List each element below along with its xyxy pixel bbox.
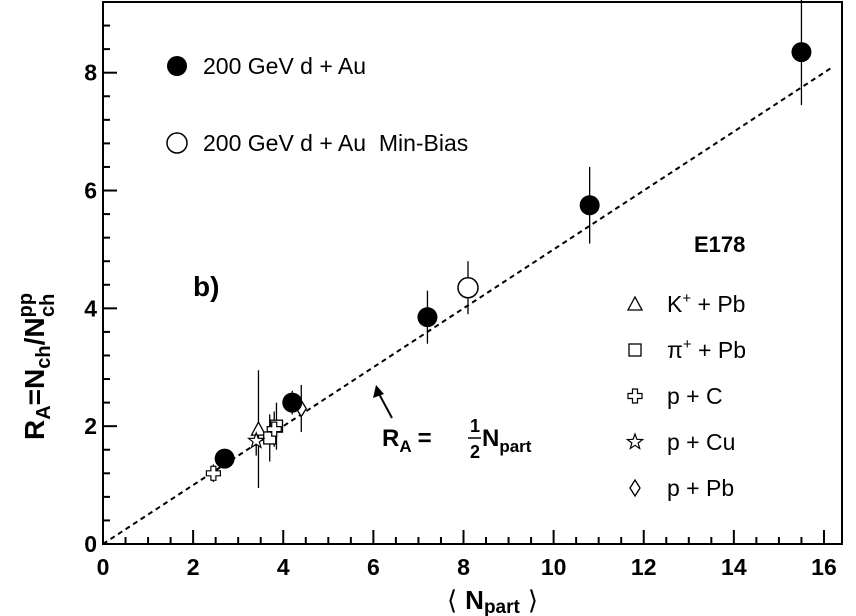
y-tick-label: 2: [84, 413, 97, 439]
legend-diamond-icon: [629, 478, 641, 498]
data-point-cross: [205, 465, 221, 481]
legend-label-base: π: [667, 337, 683, 363]
data-point-star: [246, 431, 266, 449]
data-point-filled-circle: [791, 42, 812, 63]
legend-label: π+ + Pb: [667, 336, 746, 363]
y-axis-label-ch-sub: ch: [33, 345, 55, 368]
legend-filled-circle-icon: [167, 56, 187, 76]
x-axis-label-open: ⟨: [447, 585, 457, 615]
data-point-cross: [266, 421, 282, 437]
legend-markers: [625, 295, 645, 498]
legend-label: p + Cu: [667, 429, 735, 455]
data-point-open-circle: [457, 276, 479, 299]
y-axis-label-r: R: [19, 420, 50, 440]
x-tick-label: 16: [811, 554, 837, 580]
legend-label-rest: + Pb: [691, 291, 745, 317]
x-tick-label: 0: [97, 554, 110, 580]
legend-label-base: K: [667, 291, 683, 317]
y-axis-label-slash: /N: [19, 317, 50, 345]
legend-label: 200 GeV d + Au Min-Bias: [203, 130, 468, 156]
x-tick-label: 4: [277, 554, 290, 580]
fit-label: RA = 1 2Npart: [382, 416, 532, 462]
legend-label-sup: +: [682, 290, 691, 307]
fit-label-r-sub: A: [399, 437, 411, 456]
fit-label-numerator: 1: [470, 416, 480, 436]
fit-annotation: RA = 1 2Npart: [373, 385, 532, 462]
fit-label-r: R: [382, 425, 399, 452]
data-marks: [205, 0, 812, 489]
y-axis-label-eq: =N: [19, 369, 50, 406]
legend-star-icon: [625, 432, 645, 450]
legend-label: p + Pb: [667, 475, 734, 501]
x-tick-label: 14: [721, 554, 747, 580]
data-point-filled-circle: [579, 195, 600, 216]
y-tick-label: 8: [84, 60, 97, 86]
y-axis-label-pp-sup: pp: [15, 293, 37, 317]
legend-label-sup: +: [683, 336, 692, 353]
y-tick-label: 6: [84, 178, 97, 204]
plot-frame: [102, 1, 843, 545]
x-axis-label-main: N: [465, 585, 484, 615]
data-point-filled-circle: [417, 307, 438, 328]
y-axis-label-ch-sub2: ch: [37, 294, 59, 317]
legend-label-rest: + Pb: [692, 337, 746, 363]
x-axis-label-sub: part: [484, 597, 521, 616]
fit-arrow-head: [373, 385, 384, 398]
fit-label-eq: =: [418, 425, 432, 452]
x-tick-label: 8: [457, 554, 470, 580]
x-tick-label: 12: [631, 554, 657, 580]
legend-left: 200 GeV d + Au 200 GeV d + Au Min-Bias: [166, 53, 468, 156]
legend-triangle-icon: [626, 295, 644, 311]
fit-label-n: N: [482, 425, 499, 452]
legend-square-icon: [628, 343, 642, 357]
x-tick-label: 6: [367, 554, 380, 580]
y-axis-label: RA=Nch/Nppch: [15, 293, 59, 440]
x-axis-label: ⟨ Npart ⟩: [447, 585, 538, 616]
x-tick-label: 10: [541, 554, 567, 580]
legend-label: 200 GeV d + Au: [203, 53, 366, 79]
panel-label: b): [193, 271, 219, 302]
legend-cross-icon: [627, 388, 643, 404]
fit-label-n-sub: part: [499, 437, 531, 456]
x-tick-label: 2: [187, 554, 200, 580]
y-tick-label: 4: [84, 295, 97, 321]
fit-arrow-line: [377, 391, 393, 419]
legend-label: K+ + Pb: [667, 290, 745, 317]
x-axis-label-close: ⟩: [528, 585, 538, 615]
data-point-triangle: [250, 420, 267, 436]
y-axis-label-r-sub: A: [33, 405, 55, 419]
data-point-filled-circle: [282, 392, 303, 413]
fit-label-denominator: 2: [470, 442, 480, 462]
legend-open-circle-icon: [166, 132, 188, 154]
legend-title: E178: [694, 232, 745, 257]
data-point-filled-circle: [214, 448, 235, 469]
legend-label: p + C: [667, 383, 723, 409]
legend-right: E178 K+ + Pb π+ + Pb p + C p + Cu p + Pb: [625, 232, 746, 501]
y-tick-label: 0: [84, 531, 97, 557]
